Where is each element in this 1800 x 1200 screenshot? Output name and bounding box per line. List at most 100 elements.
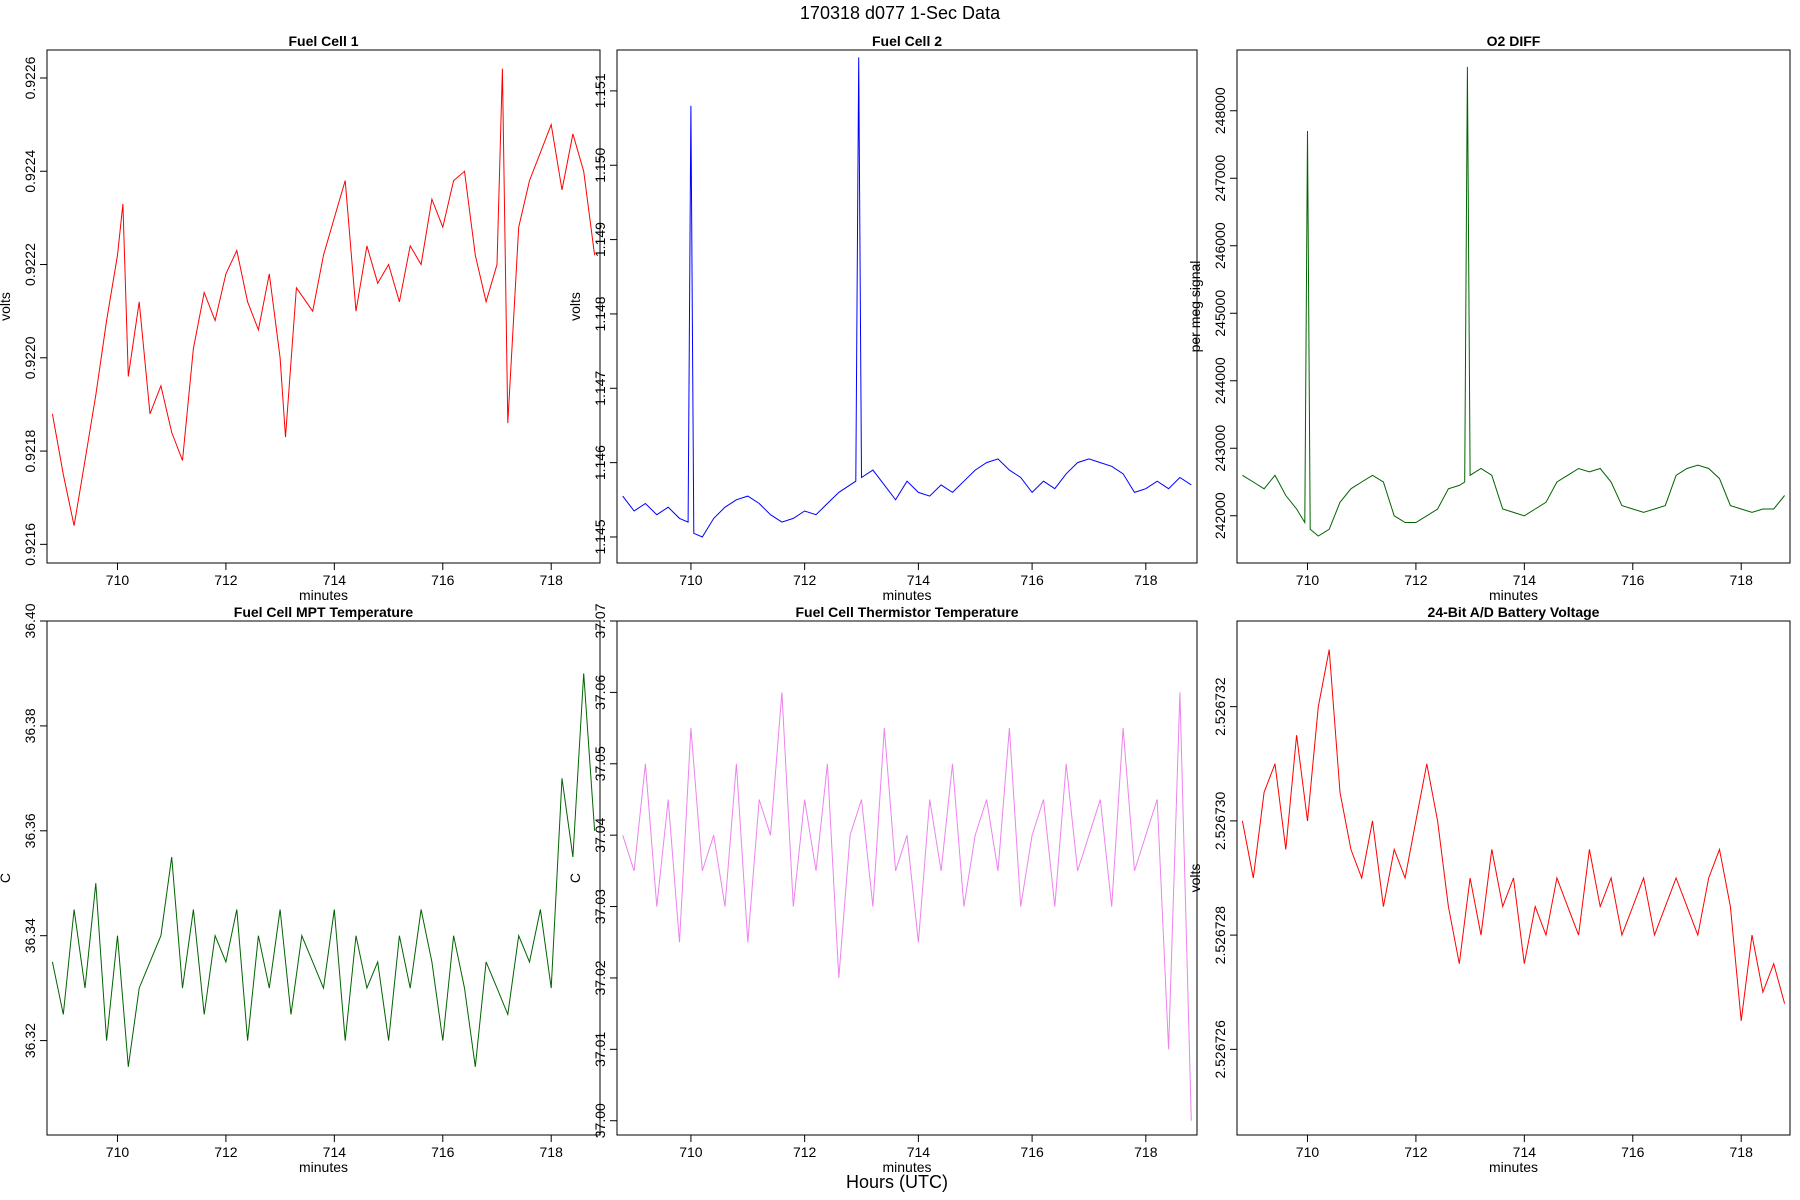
y-tick-label: 1.149 — [592, 222, 608, 257]
plot-frame — [1236, 49, 1791, 564]
panel-title: Fuel Cell 2 — [872, 33, 942, 49]
chart-panel-3: O2 DIFF 710 712 714 716 718 minutes 242000 24300… — [1187, 33, 1791, 603]
y-tick-label: 0.9220 — [22, 336, 38, 379]
x-axis-label: minutes — [1489, 1159, 1538, 1175]
y-tick-label: 37.06 — [592, 675, 608, 710]
x-tick-label: 718 — [1134, 1144, 1158, 1160]
x-tick-label: 718 — [1134, 572, 1158, 588]
y-tick-label: 2.526732 — [1212, 677, 1228, 736]
y-tick-label: 0.9218 — [22, 429, 38, 472]
series-line — [51, 68, 596, 526]
x-tick-label: 716 — [1020, 572, 1044, 588]
x-tick-label: 712 — [793, 572, 817, 588]
x-axis-label: minutes — [299, 587, 348, 603]
x-tick-label: 716 — [431, 572, 455, 588]
x-tick-label: 718 — [540, 1144, 564, 1160]
y-tick-label: 37.02 — [592, 960, 608, 995]
x-tick-label: 710 — [679, 1144, 703, 1160]
y-tick-label: 37.01 — [592, 1032, 608, 1067]
x-tick-label: 710 — [106, 572, 130, 588]
x-tick-label: 714 — [323, 572, 347, 588]
panel-title: O2 DIFF — [1487, 33, 1541, 49]
x-tick-label: 716 — [1020, 1144, 1044, 1160]
x-tick-label: 718 — [1730, 1144, 1754, 1160]
y-tick-label: 37.00 — [592, 1103, 608, 1138]
chart-panel-5: Fuel Cell Thermistor Temperature 710 712 71… — [567, 603, 1198, 1175]
series-line — [1242, 66, 1785, 537]
y-tick-label: 2.526728 — [1212, 906, 1228, 965]
y-tick-label: 1.147 — [592, 371, 608, 406]
series-line — [1241, 649, 1786, 1021]
y-tick-label: 246000 — [1212, 222, 1228, 269]
series-line — [51, 673, 596, 1067]
y-tick-label: 1.146 — [592, 445, 608, 480]
x-axis-label: minutes — [299, 1159, 348, 1175]
x-axis-label: minutes — [882, 587, 931, 603]
series-line — [622, 57, 1192, 538]
y-axis-label: per meg signal — [1187, 261, 1203, 353]
y-tick-label: 247000 — [1212, 155, 1228, 202]
y-tick-label: 248000 — [1212, 87, 1228, 134]
y-axis-label: C — [567, 873, 583, 883]
y-tick-label: 2.526730 — [1212, 791, 1228, 850]
panel-title: Fuel Cell 1 — [288, 33, 358, 49]
y-axis-label: C — [0, 873, 13, 883]
figure-title: 170318 d077 1-Sec Data — [800, 3, 1001, 23]
x-tick-label: 710 — [1296, 1144, 1320, 1160]
x-tick-label: 712 — [793, 1144, 817, 1160]
x-tick-label: 718 — [1730, 572, 1754, 588]
x-tick-label: 710 — [1296, 572, 1320, 588]
y-tick-label: 1.145 — [592, 519, 608, 554]
x-tick-label: 712 — [1404, 572, 1428, 588]
panel-title: 24-Bit A/D Battery Voltage — [1428, 604, 1600, 620]
plot-frame — [616, 49, 1198, 564]
x-tick-label: 710 — [106, 1144, 130, 1160]
y-tick-label: 244000 — [1212, 357, 1228, 404]
x-tick-label: 714 — [1513, 1144, 1537, 1160]
chart-panel-6: 24-Bit A/D Battery Voltage 710 712 714 716 71… — [1187, 604, 1791, 1175]
x-tick-label: 716 — [1621, 1144, 1645, 1160]
x-tick-label: 712 — [1404, 1144, 1428, 1160]
y-tick-label: 36.40 — [22, 603, 38, 638]
chart-panel-2: Fuel Cell 2 710 712 714 716 718 minutes 1.145 1.… — [567, 33, 1198, 603]
y-tick-label: 37.07 — [592, 603, 608, 638]
y-tick-label: 1.151 — [592, 73, 608, 108]
y-tick-label: 37.04 — [592, 817, 608, 852]
panel-title: Fuel Cell MPT Temperature — [234, 604, 414, 620]
y-tick-label: 36.36 — [22, 813, 38, 848]
x-tick-label: 710 — [679, 572, 703, 588]
y-tick-label: 1.148 — [592, 296, 608, 331]
x-axis-label: minutes — [1489, 587, 1538, 603]
x-tick-label: 718 — [540, 572, 564, 588]
y-axis-label: volts — [1187, 864, 1203, 893]
plot-frame — [616, 620, 1198, 1136]
panels: Fuel Cell 1 710 712 714 716 718 minutes 0.9216 0… — [0, 33, 1791, 1175]
chart-panel-4: Fuel Cell MPT Temperature 710 712 714 716 718… — [0, 603, 601, 1175]
x-tick-label: 714 — [323, 1144, 347, 1160]
x-tick-label: 716 — [431, 1144, 455, 1160]
chart-panel-1: Fuel Cell 1 710 712 714 716 718 minutes 0.9216 0… — [0, 33, 601, 603]
x-tick-label: 714 — [1513, 572, 1537, 588]
y-tick-label: 0.9216 — [22, 523, 38, 566]
y-tick-label: 0.9224 — [22, 150, 38, 193]
series-line — [622, 692, 1192, 1121]
y-tick-label: 36.32 — [22, 1023, 38, 1058]
y-tick-label: 36.34 — [22, 918, 38, 953]
y-tick-label: 242000 — [1212, 492, 1228, 539]
y-tick-label: 37.03 — [592, 889, 608, 924]
y-tick-label: 0.9226 — [22, 56, 38, 99]
y-tick-label: 245000 — [1212, 290, 1228, 337]
x-axis-label: minutes — [882, 1159, 931, 1175]
x-tick-label: 714 — [907, 572, 931, 588]
y-tick-label: 1.150 — [592, 148, 608, 183]
x-tick-label: 712 — [214, 1144, 238, 1160]
y-axis-label: volts — [567, 292, 583, 321]
panel-title: Fuel Cell Thermistor Temperature — [795, 604, 1018, 620]
y-tick-label: 37.05 — [592, 746, 608, 781]
y-tick-label: 36.38 — [22, 708, 38, 743]
y-tick-label: 2.526726 — [1212, 1020, 1228, 1079]
x-tick-label: 712 — [214, 572, 238, 588]
x-tick-label: 716 — [1621, 572, 1645, 588]
y-axis-label: volts — [0, 292, 13, 321]
